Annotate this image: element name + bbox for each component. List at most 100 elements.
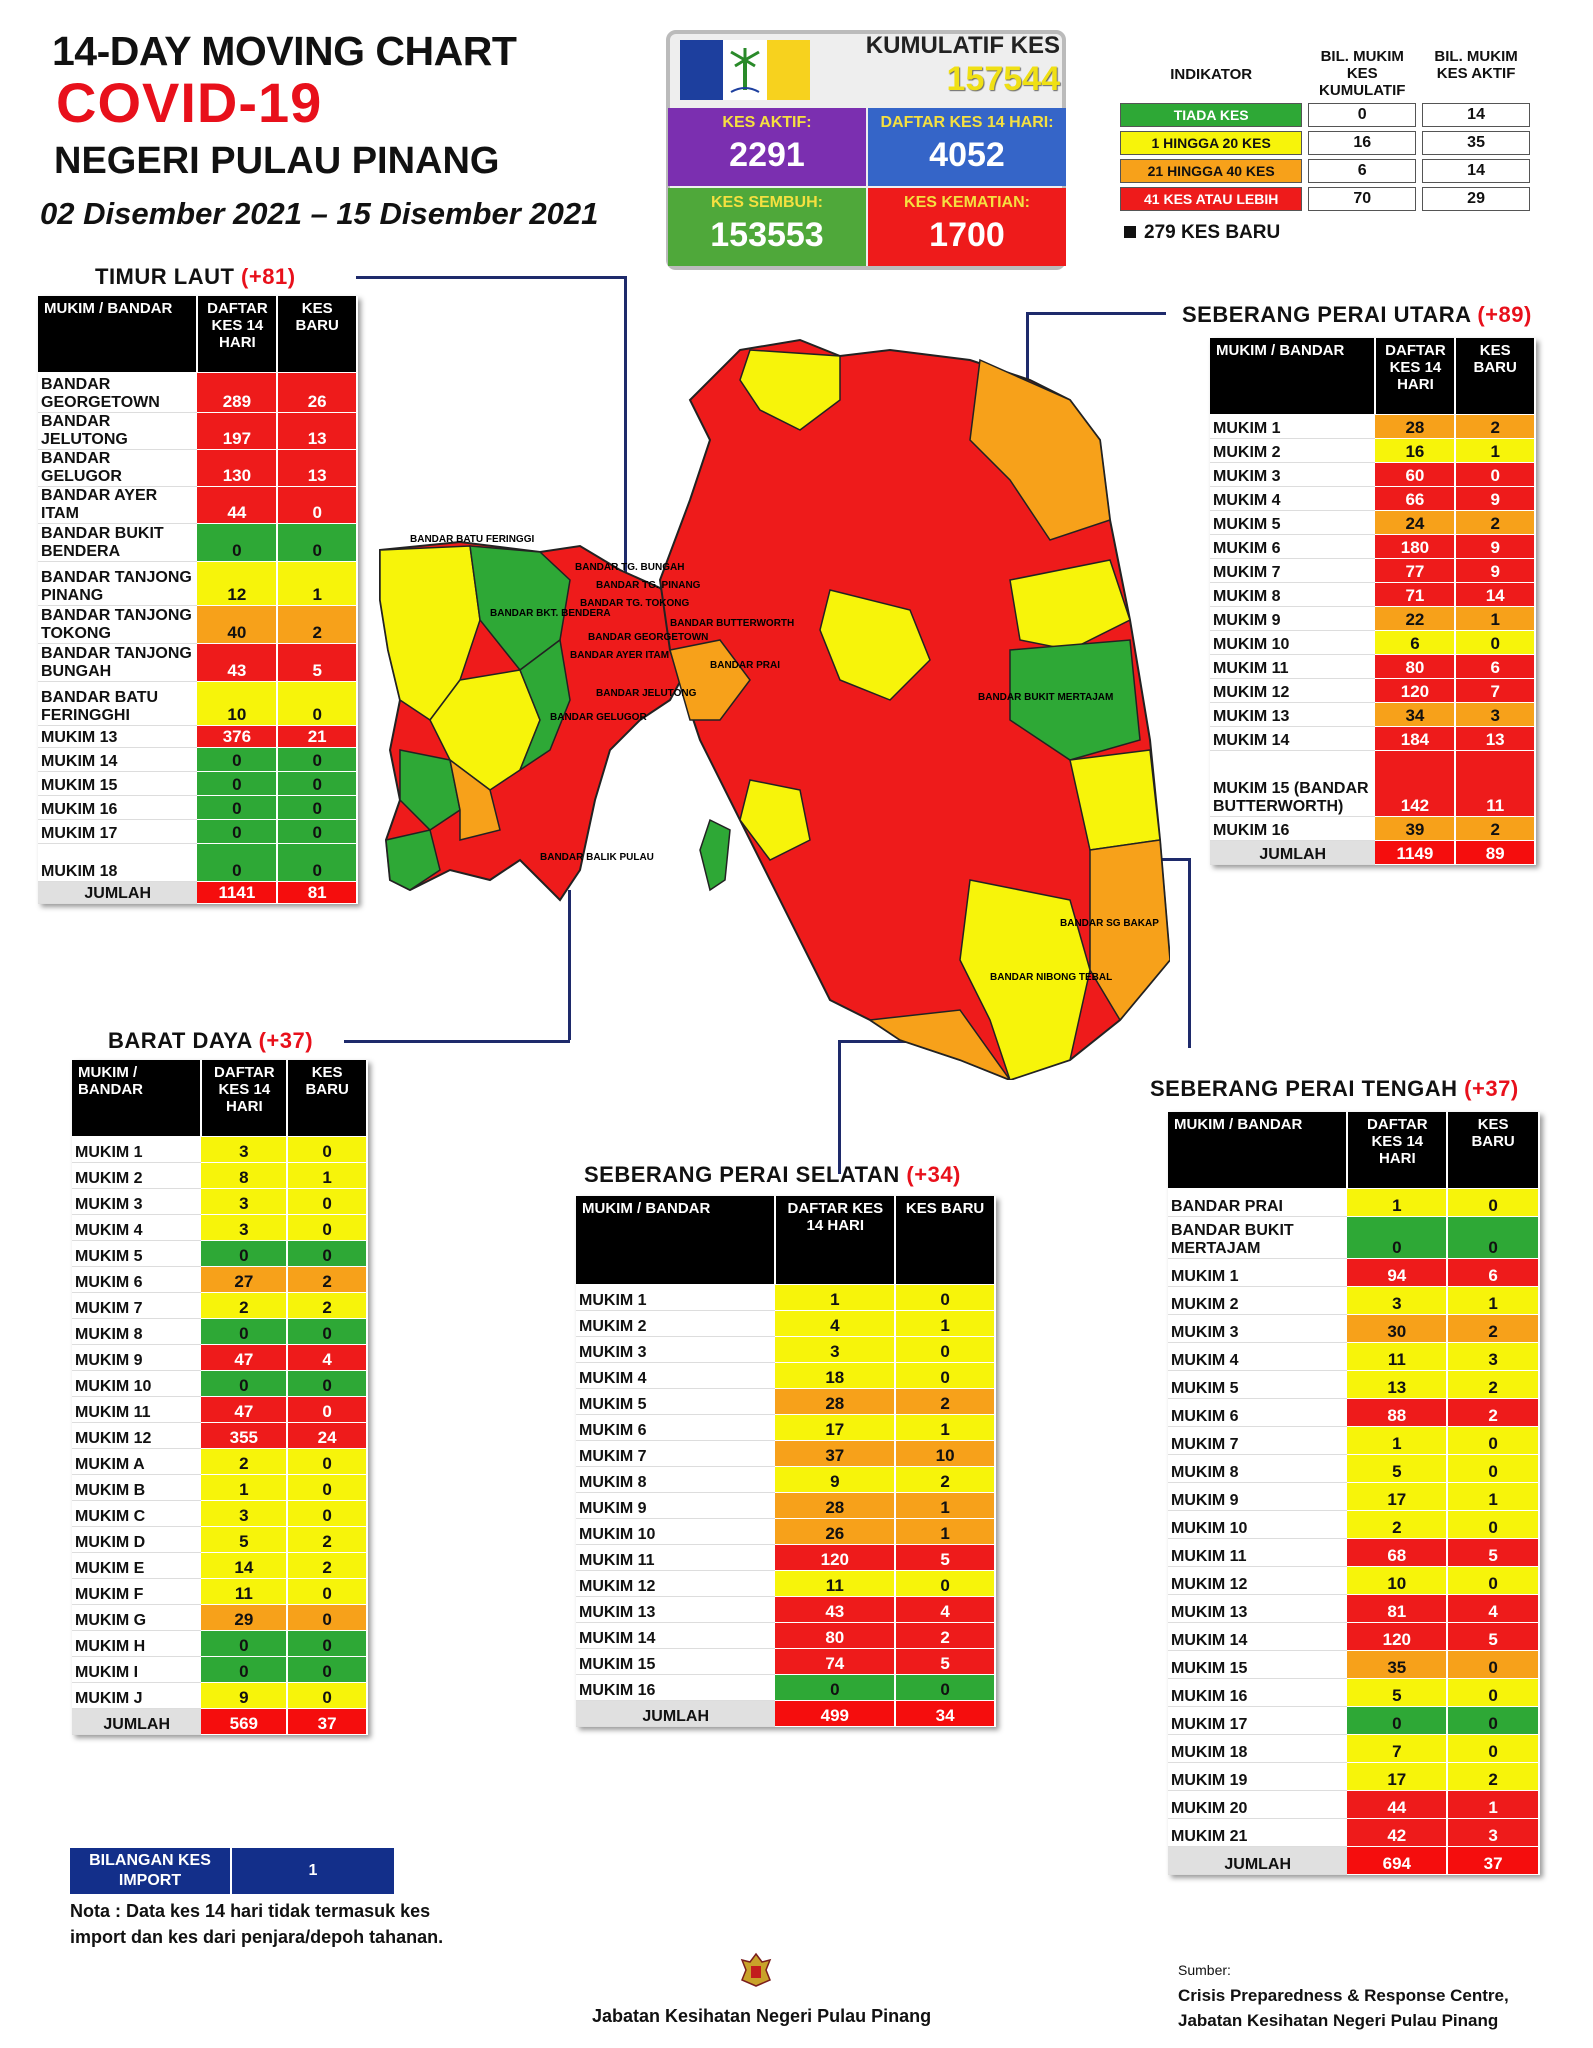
row-name: BANDAR GELUGOR bbox=[38, 449, 198, 487]
sps-table: MUKIM / BANDAR DAFTAR KES 14 HARI KES BARU… bbox=[576, 1196, 996, 1727]
daftar-value: 12 bbox=[197, 561, 279, 606]
daftar-value: 47 bbox=[201, 1344, 289, 1371]
row-name: BANDAR PRAI bbox=[1168, 1188, 1348, 1217]
kes-baru-value: 4 bbox=[287, 1344, 368, 1371]
row-name: MUKIM 1 bbox=[576, 1284, 776, 1311]
indicator-label: 1 HINGGA 20 KES bbox=[1120, 131, 1303, 155]
kes-baru-value: 6 bbox=[1455, 654, 1536, 679]
table-row: MUKIM 15 74 5 bbox=[576, 1648, 996, 1675]
table-row: MUKIM E 14 2 bbox=[72, 1552, 368, 1579]
map-label: BANDAR BUKIT MERTAJAM bbox=[978, 692, 1113, 703]
daftar-value: 0 bbox=[201, 1370, 289, 1397]
kes-baru-value: 13 bbox=[277, 449, 358, 487]
kes-baru-value: 0 bbox=[287, 1500, 368, 1527]
col-header-daftar: DAFTAR KES 14 HARI bbox=[1375, 338, 1457, 415]
row-name: MUKIM 4 bbox=[72, 1214, 202, 1241]
table-row: MUKIM 9 22 1 bbox=[1210, 606, 1536, 631]
daftar-value: 40 bbox=[197, 605, 279, 644]
kes-baru-value: 1 bbox=[895, 1310, 996, 1337]
daftar-value: 3 bbox=[201, 1500, 289, 1527]
kes-baru-value: 4 bbox=[895, 1596, 996, 1623]
daftar-value: 3 bbox=[201, 1214, 289, 1241]
timur-laut-plus: (+81) bbox=[241, 264, 296, 289]
kumulatif-label: KUMULATIF KES bbox=[865, 32, 1060, 59]
row-name: MUKIM 4 bbox=[1210, 486, 1376, 511]
daftar-value: 11 bbox=[1347, 1342, 1449, 1371]
col-header-daftar: DAFTAR KES 14 HARI bbox=[201, 1060, 289, 1137]
kes-baru-value: 0 bbox=[895, 1674, 996, 1701]
table-row: MUKIM 8 71 14 bbox=[1210, 582, 1536, 607]
row-name: MUKIM 15 (BANDAR BUTTERWORTH) bbox=[1210, 750, 1376, 817]
kes-baru-value: 0 bbox=[277, 523, 358, 562]
table-row: MUKIM 3 60 0 bbox=[1210, 462, 1536, 487]
row-name: MUKIM 14 bbox=[1168, 1622, 1348, 1651]
table-row: MUKIM 15 (BANDAR BUTTERWORTH) 142 11 bbox=[1210, 750, 1536, 817]
table-row: MUKIM 13 376 21 bbox=[38, 725, 358, 748]
row-name: MUKIM 2 bbox=[576, 1310, 776, 1337]
kes-baru-value: 0 bbox=[1447, 1510, 1540, 1539]
connector-line bbox=[356, 276, 626, 279]
table-row: MUKIM 10 6 0 bbox=[1210, 630, 1536, 655]
daftar-value: 28 bbox=[775, 1492, 897, 1519]
row-name: MUKIM 15 bbox=[576, 1648, 776, 1675]
kes-baru-value: 37 bbox=[1447, 1846, 1540, 1875]
table-row: MUKIM 13 81 4 bbox=[1168, 1594, 1540, 1623]
daftar-value: 1 bbox=[1347, 1188, 1449, 1217]
indicator-aktif: 35 bbox=[1422, 131, 1530, 155]
daftar-value: 0 bbox=[197, 843, 279, 882]
daftar-value: 29 bbox=[201, 1604, 289, 1631]
kes-baru-value: 0 bbox=[277, 681, 358, 726]
daftar-value: 24 bbox=[1375, 510, 1457, 535]
table-row: MUKIM 12 10 0 bbox=[1168, 1566, 1540, 1595]
row-name: MUKIM 19 bbox=[1168, 1762, 1348, 1791]
row-name: MUKIM 3 bbox=[72, 1188, 202, 1215]
daftar-value: 47 bbox=[201, 1396, 289, 1423]
kes-baru-value: 0 bbox=[287, 1240, 368, 1267]
indicator-aktif: 14 bbox=[1422, 159, 1530, 183]
kes-baru-value: 2 bbox=[1447, 1398, 1540, 1427]
square-bullet-icon bbox=[1124, 226, 1136, 238]
table-row: MUKIM 17 0 0 bbox=[38, 819, 358, 844]
row-name: MUKIM 12 bbox=[72, 1422, 202, 1449]
daftar-value: 130 bbox=[197, 449, 279, 487]
timur-laut-table: MUKIM / BANDAR DAFTAR KES 14 HARI KES BARU… bbox=[38, 296, 358, 904]
daftar-value: 74 bbox=[775, 1648, 897, 1675]
table-row: BANDAR BUKIT MERTAJAM 0 0 bbox=[1168, 1216, 1540, 1259]
indicator-aktif: 14 bbox=[1422, 103, 1530, 127]
table-row: MUKIM 5 28 2 bbox=[576, 1388, 996, 1415]
daftar-value: 37 bbox=[775, 1440, 897, 1467]
table-row: MUKIM 18 0 0 bbox=[38, 843, 358, 882]
row-name: BANDAR TANJONG BUNGAH bbox=[38, 643, 198, 682]
row-name: MUKIM F bbox=[72, 1578, 202, 1605]
kes-baru-value: 4 bbox=[1447, 1594, 1540, 1623]
daftar-value: 0 bbox=[197, 819, 279, 844]
row-name: MUKIM 2 bbox=[1168, 1286, 1348, 1315]
daftar-value: 30 bbox=[1347, 1314, 1449, 1343]
region-yellow bbox=[739, 349, 841, 431]
daftar-value: 0 bbox=[775, 1674, 897, 1701]
daftar-value: 94 bbox=[1347, 1258, 1449, 1287]
col-header-kes-baru: KES BARU bbox=[895, 1196, 996, 1285]
kes-baru-value: 24 bbox=[287, 1422, 368, 1449]
bil-aktif-header: BIL. MUKIM KES AKTIF bbox=[1434, 48, 1518, 82]
region-yellow bbox=[739, 779, 811, 861]
daftar-value: 694 bbox=[1347, 1846, 1449, 1875]
kes-baru-value: 1 bbox=[1455, 606, 1536, 631]
spu-title: SEBERANG PERAI UTARA bbox=[1182, 302, 1471, 327]
row-name: MUKIM 16 bbox=[1210, 816, 1376, 841]
islet-green bbox=[699, 818, 731, 892]
map-label: BANDAR BALIK PULAU bbox=[540, 852, 654, 863]
row-name: MUKIM 17 bbox=[1168, 1706, 1348, 1735]
row-name: MUKIM 7 bbox=[72, 1292, 202, 1319]
table-row: MUKIM 11 120 5 bbox=[576, 1544, 996, 1571]
daftar-value: 0 bbox=[197, 771, 279, 796]
kes-baru-value: 1 bbox=[895, 1518, 996, 1545]
daftar-value: 71 bbox=[1375, 582, 1457, 607]
row-name: MUKIM 6 bbox=[576, 1414, 776, 1441]
kes-baru-value: 0 bbox=[287, 1604, 368, 1631]
